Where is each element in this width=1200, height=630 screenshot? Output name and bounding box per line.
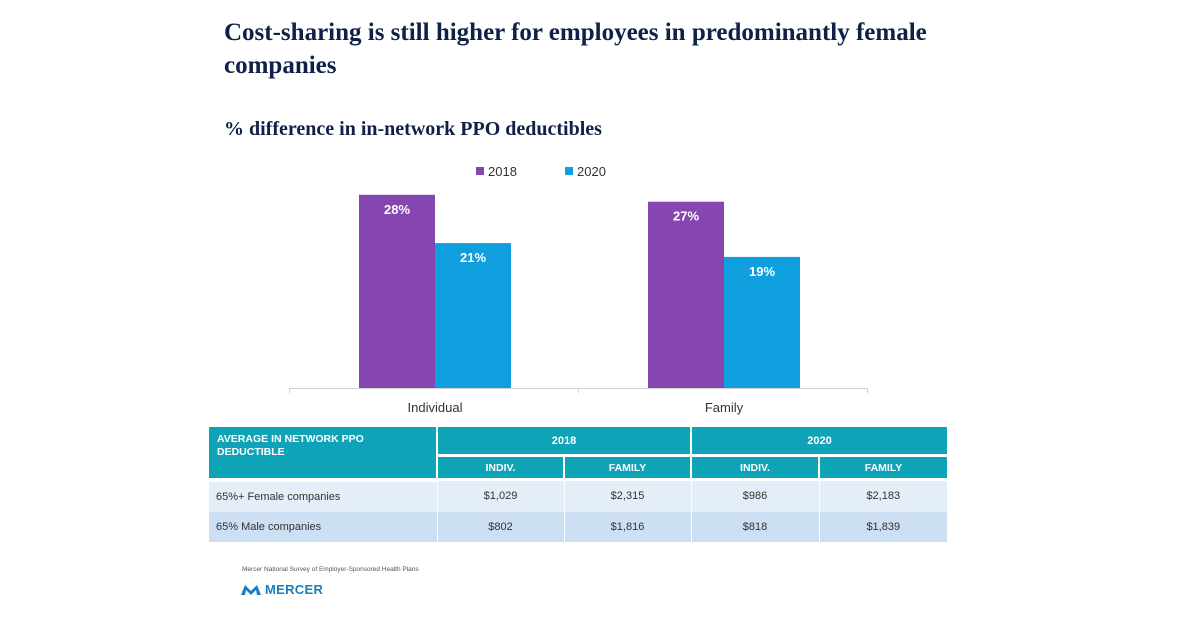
legend-label: 2018 [488,164,517,179]
table-cell: $802 [437,511,565,542]
chart-bars: 28% 21% 27% 19% [359,194,800,388]
table-row: 65% Male companies $802 $1,816 $818 $1,8… [209,511,948,542]
table-cell: $2,183 [819,479,948,512]
bar-value-label: 27% [673,209,699,224]
bar-2020-family [724,256,800,388]
bar-value-label: 21% [460,250,486,265]
table-subheader: FAMILY [819,455,948,481]
table-subheader: FAMILY [564,455,693,481]
table-subheader: INDIV. [691,455,821,481]
legend-label: 2020 [577,164,606,179]
table-subheader: INDIV. [437,455,565,481]
legend-swatch-2018 [476,167,484,175]
chart-subtitle: % difference in in-network PPO deductibl… [224,118,602,140]
bar-chart: 2018 2020 28% 21% 27% 19% Individual Family [289,164,868,415]
table-year-header: 2018 [437,427,693,457]
bar-value-label: 28% [384,202,410,217]
bar-value-label: 19% [749,264,775,279]
table-subheader-row: INDIV. FAMILY INDIV. FAMILY [209,455,948,481]
table-cell: $986 [691,479,820,512]
table-year-header: 2020 [691,427,948,457]
mercer-logo: MERCER [240,582,323,597]
table-row: 65%+ Female companies $1,029 $2,315 $986… [209,479,948,512]
page-title: Cost-sharing is still higher for employe… [224,19,927,79]
table-header-label: AVERAGE IN NETWORK PPO DEDUCTIBLE [209,427,438,482]
bar-2018-individual [359,194,435,388]
source-note: Mercer National Survey of Employer-Spons… [242,566,419,573]
bar-2018-family [648,201,724,388]
mercer-logo-icon [241,584,261,595]
table-cell: $1,029 [437,479,565,512]
x-axis: Individual Family [289,388,868,415]
bar-2020-individual [435,243,511,388]
table-cell: $818 [691,511,820,542]
table-header-row: AVERAGE IN NETWORK PPO DEDUCTIBLE 2018 2… [209,427,948,482]
table-cell: $2,315 [564,479,692,512]
row-label: 65% Male companies [209,511,438,542]
x-tick-label: Individual [408,400,463,415]
table-cell: $1,816 [564,511,692,542]
chart-legend: 2018 2020 [476,164,606,179]
row-label: 65%+ Female companies [209,479,438,512]
deductible-table: AVERAGE IN NETWORK PPO DEDUCTIBLE 2018 2… [209,427,948,542]
mercer-logo-text: MERCER [265,582,324,597]
x-tick-label: Family [705,400,744,415]
legend-swatch-2020 [565,167,573,175]
table-cell: $1,839 [819,511,948,542]
